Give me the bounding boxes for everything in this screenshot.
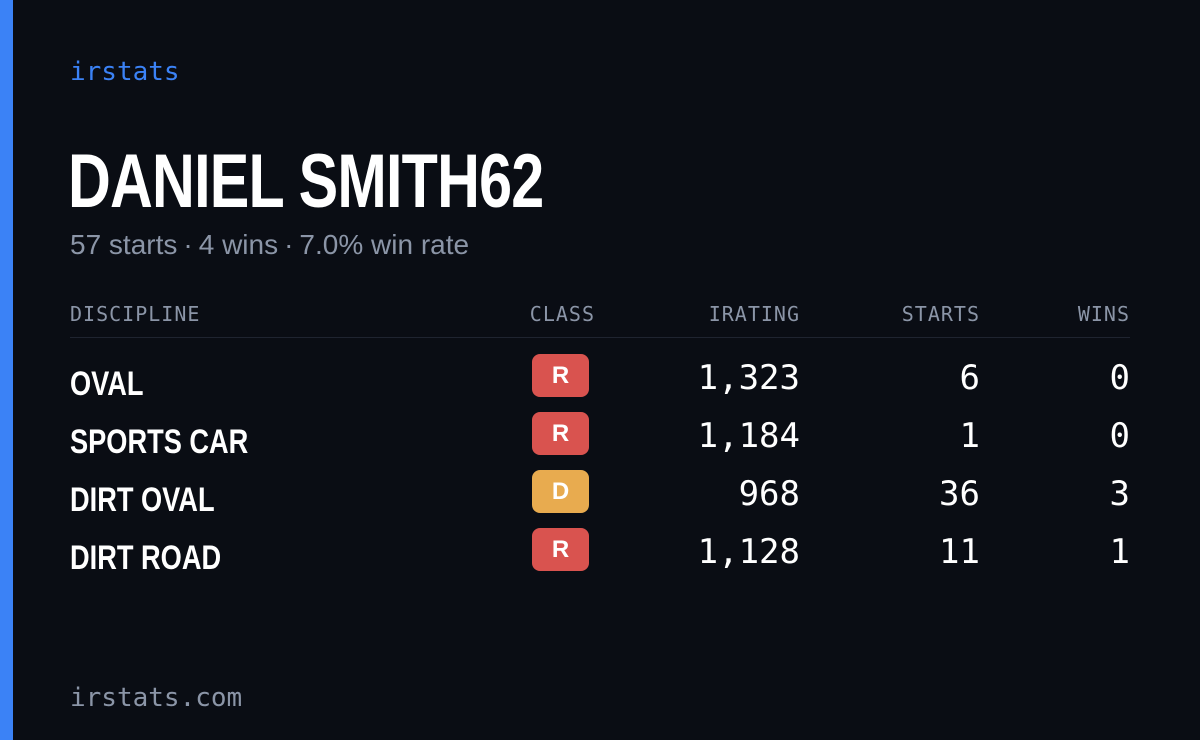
table-row: SPORTS CAR R 1,184 1 0 xyxy=(70,412,1130,470)
summary-wins: 4 wins xyxy=(198,229,279,260)
brand-logo-text: irstats xyxy=(70,57,180,87)
row-discipline: OVAL xyxy=(70,365,144,403)
row-starts: 1 xyxy=(959,416,980,456)
table-row: DIRT OVAL D 968 36 3 xyxy=(70,470,1130,528)
row-irating: 1,323 xyxy=(697,358,800,398)
class-badge: R xyxy=(532,354,589,397)
row-irating: 968 xyxy=(738,474,800,514)
footer-url: irstats.com xyxy=(70,683,243,713)
header-irating: IRATING xyxy=(708,302,800,326)
row-discipline: DIRT OVAL xyxy=(70,481,215,519)
header-starts: STARTS xyxy=(901,302,980,326)
summary-win-rate: 7.0% win rate xyxy=(299,229,470,260)
row-irating: 1,128 xyxy=(697,532,800,572)
header-wins: WINS xyxy=(1077,302,1130,326)
row-starts: 6 xyxy=(959,358,980,398)
class-badge: R xyxy=(532,412,589,455)
class-badge: D xyxy=(532,470,589,513)
row-wins: 0 xyxy=(1109,416,1130,456)
row-wins: 3 xyxy=(1109,474,1130,514)
row-irating: 1,184 xyxy=(697,416,800,456)
summary-separator: · xyxy=(284,229,294,260)
row-starts: 11 xyxy=(939,532,980,572)
driver-summary: 57 starts · 4 wins · 7.0% win rate xyxy=(70,228,469,262)
accent-bar xyxy=(0,0,13,740)
discipline-table: DISCIPLINE CLASS IRATING STARTS WINS OVA… xyxy=(70,298,1130,586)
row-discipline: SPORTS CAR xyxy=(70,423,249,461)
header-class: CLASS xyxy=(529,302,595,326)
row-discipline: DIRT ROAD xyxy=(70,539,222,577)
summary-separator: · xyxy=(183,229,193,260)
row-starts: 36 xyxy=(939,474,980,514)
table-row: DIRT ROAD R 1,128 11 1 xyxy=(70,528,1130,586)
table-row: OVAL R 1,323 6 0 xyxy=(70,354,1130,412)
table-body: OVAL R 1,323 6 0 SPORTS CAR R 1,184 1 0 … xyxy=(70,354,1130,586)
row-wins: 1 xyxy=(1109,532,1130,572)
class-badge: R xyxy=(532,528,589,571)
row-wins: 0 xyxy=(1109,358,1130,398)
driver-name: DANIEL SMITH62 xyxy=(68,139,544,224)
header-discipline: DISCIPLINE xyxy=(70,302,201,326)
table-header: DISCIPLINE CLASS IRATING STARTS WINS xyxy=(70,298,1130,338)
summary-starts: 57 starts xyxy=(70,229,178,260)
